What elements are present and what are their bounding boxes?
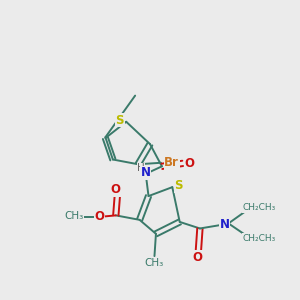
Text: N: N bbox=[220, 218, 230, 231]
Text: O: O bbox=[193, 251, 202, 264]
Text: Br: Br bbox=[164, 156, 179, 169]
Text: O: O bbox=[184, 157, 194, 170]
Text: S: S bbox=[175, 179, 183, 192]
Text: O: O bbox=[110, 183, 120, 196]
Text: CH₃: CH₃ bbox=[64, 211, 83, 221]
Text: H: H bbox=[137, 164, 145, 173]
Text: CH₂CH₃: CH₂CH₃ bbox=[243, 234, 276, 243]
Text: N: N bbox=[140, 167, 151, 179]
Text: O: O bbox=[94, 210, 104, 223]
Text: S: S bbox=[116, 114, 124, 127]
Text: CH₂CH₃: CH₂CH₃ bbox=[243, 203, 276, 212]
Text: CH₃: CH₃ bbox=[145, 258, 164, 268]
